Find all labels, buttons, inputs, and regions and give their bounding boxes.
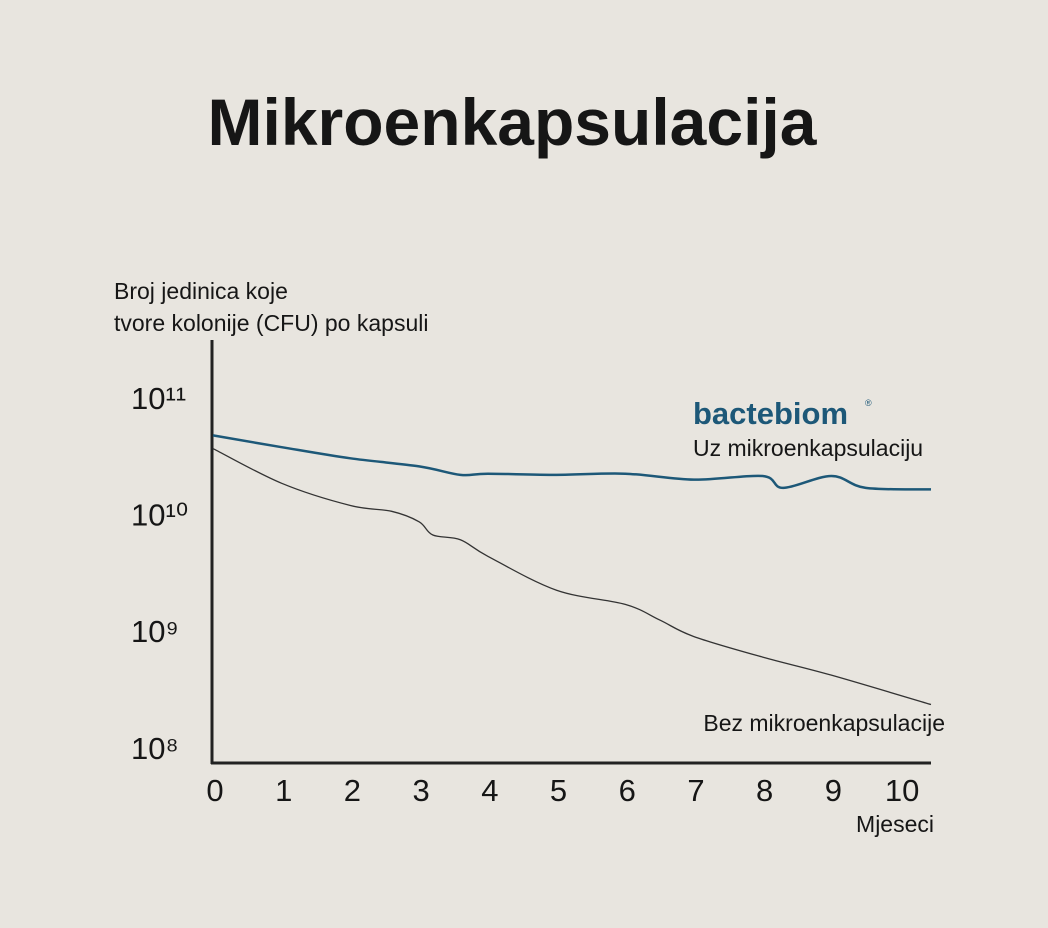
y-axis-title: tvore kolonije (CFU) po kapsuli xyxy=(114,310,428,336)
x-tick-label: 7 xyxy=(687,773,704,808)
x-tick-label: 6 xyxy=(619,773,636,808)
x-tick-label: 10 xyxy=(885,773,919,808)
x-tick-label: 9 xyxy=(825,773,842,808)
series-line xyxy=(212,447,932,706)
y-tick-label: 10¹⁰ xyxy=(131,498,188,533)
y-tick-label: 10¹¹ xyxy=(131,381,186,416)
y-tick-label: 10⁹ xyxy=(131,614,179,649)
chart-title: Mikroenkapsulacija xyxy=(208,85,818,159)
x-axis-title: Mjeseci xyxy=(856,811,934,837)
x-tick-label: 3 xyxy=(412,773,429,808)
x-tick-label: 5 xyxy=(550,773,567,808)
brand-mark: ® xyxy=(865,398,872,408)
y-axis-title: Broj jedinica koje xyxy=(114,278,288,304)
x-tick-label: 4 xyxy=(481,773,498,808)
series-label: Uz mikroenkapsulaciju xyxy=(693,435,923,461)
x-tick-label: 1 xyxy=(275,773,292,808)
y-tick-label: 10⁸ xyxy=(131,731,179,766)
series-label: Bez mikroenkapsulacije xyxy=(703,710,945,736)
x-tick-label: 2 xyxy=(344,773,361,808)
x-tick-label: 0 xyxy=(206,773,223,808)
brand: bactebiom xyxy=(693,396,848,431)
x-tick-label: 8 xyxy=(756,773,773,808)
series-line xyxy=(212,434,932,491)
